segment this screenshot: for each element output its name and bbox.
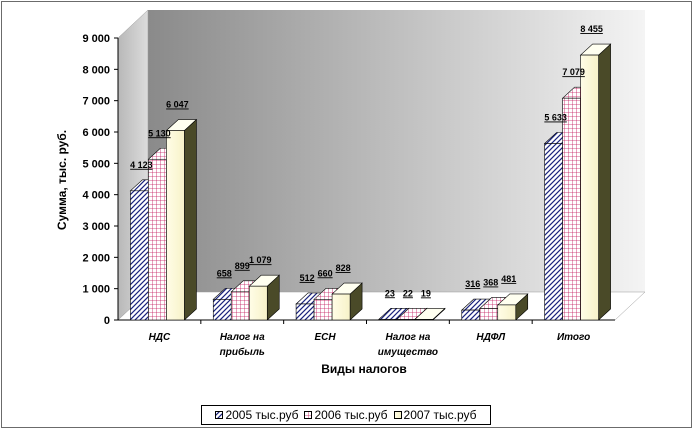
x-tick-label: Налог на	[386, 332, 431, 343]
data-label: 6 047	[166, 100, 189, 110]
y-tick-label: 9 000	[82, 33, 110, 45]
data-label: 316	[465, 279, 480, 289]
y-tick-label: 8 000	[82, 64, 110, 76]
y-axis-title: Сумма, тыс. руб.	[55, 130, 69, 230]
legend-label-2007: 2007 тыс.руб	[403, 408, 477, 422]
y-tick-label: 5 000	[82, 158, 110, 170]
bar-6-series-3-side	[598, 43, 611, 321]
x-tick-label: Итого	[557, 332, 590, 343]
data-label: 7 079	[562, 67, 585, 77]
chart-canvas: 0 1 000 2 000 3 000 4 000 5 000 6 000 7 000 8 00…	[55, 9, 646, 376]
legend: 2005 тыс.руб 2006 тыс.руб 2007 тыс.руб	[201, 405, 491, 425]
bar-4-series-1	[378, 318, 398, 321]
x-tick-label: ЕСН	[315, 332, 337, 343]
bar-3-series-3	[331, 293, 351, 321]
data-label: 4 123	[130, 160, 153, 170]
legend-item-2006: 2006 тыс.руб	[304, 408, 388, 422]
bar-5-series-2	[479, 308, 499, 321]
y-tick-label: 1 000	[82, 284, 110, 296]
data-label: 1 079	[249, 255, 272, 265]
data-label: 23	[385, 288, 395, 298]
bar-3-series-2	[313, 299, 333, 321]
data-label: 658	[217, 268, 232, 278]
bar-1-series-1	[130, 190, 149, 321]
data-label: 22	[403, 288, 413, 298]
data-label: 8 455	[580, 24, 603, 34]
x-tick-label: НДС	[149, 332, 171, 343]
bar-2-series-1	[212, 299, 232, 321]
legend-swatch-2006	[304, 411, 313, 419]
data-label: 660	[318, 268, 333, 278]
x-tick-label: прибыль	[220, 346, 265, 358]
legend-item-2005: 2005 тыс.руб	[215, 408, 298, 422]
data-label: 5 130	[148, 128, 171, 138]
data-label: 481	[501, 274, 516, 284]
bar-5-series-1	[461, 309, 481, 321]
y-tick-label: 4 000	[82, 190, 110, 202]
legend-swatch-2005	[215, 411, 224, 419]
x-tick-label: НДФЛ	[476, 332, 506, 343]
bar-5-series-3	[497, 304, 517, 321]
bar-1-series-3	[166, 130, 185, 321]
data-label: 368	[483, 277, 498, 287]
data-label: 828	[336, 263, 351, 273]
x-tick-label: Налог на	[220, 332, 265, 343]
y-tick-label: 7 000	[82, 96, 110, 108]
bar-6-series-1	[544, 143, 563, 321]
data-label: 19	[421, 288, 431, 298]
bar-2-series-3	[248, 285, 268, 321]
y-tick-label: 2 000	[82, 252, 110, 264]
bar-2-series-2	[230, 291, 250, 321]
bar-4-series-2	[396, 319, 416, 321]
bar-1-series-3-side	[184, 118, 197, 321]
legend-swatch-2007	[393, 411, 402, 419]
legend-item-2007: 2007 тыс.руб	[393, 408, 477, 422]
data-label: 5 633	[544, 112, 567, 122]
bar-6-series-3	[580, 54, 599, 321]
legend-label-2006: 2006 тыс.руб	[314, 408, 388, 422]
y-tick-label: 6 000	[82, 127, 110, 139]
bar-1-series-2	[148, 158, 167, 321]
back-wall	[148, 10, 645, 292]
bar-3-series-1	[295, 303, 315, 321]
x-tick-label: имущество	[378, 347, 438, 358]
y-tick-label: 0	[104, 315, 110, 327]
data-label: 512	[300, 273, 315, 283]
y-tick-label: 3 000	[82, 221, 110, 233]
data-label: 899	[235, 261, 250, 271]
legend-label-2005: 2005 тыс.руб	[225, 408, 299, 422]
bar-4-series-3	[414, 319, 434, 321]
x-axis-title: Виды налогов	[321, 362, 407, 376]
bar-6-series-2	[562, 97, 581, 321]
